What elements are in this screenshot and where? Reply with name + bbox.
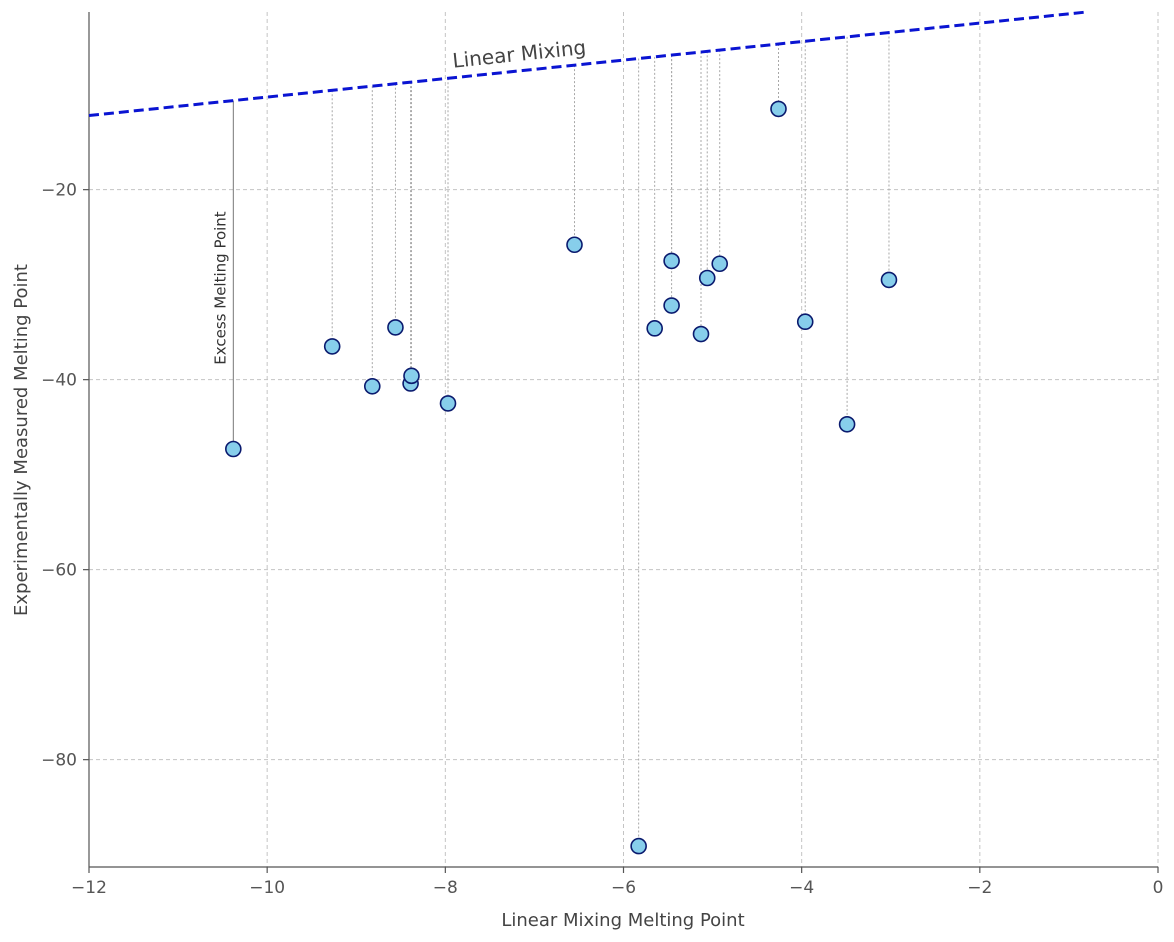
y-tick-label: −60 [41,561,77,581]
data-point [566,236,583,254]
x-axis-title: Linear Mixing Melting Point [501,910,744,931]
y-tick-labels: −20 −40 −60 −80 [41,181,89,771]
x-tick-label: −2 [967,878,992,898]
data-point [646,320,663,337]
data-point [880,271,898,289]
y-tick-label: −40 [41,371,77,391]
data-point [698,269,716,287]
data-point [838,415,856,433]
linear-mixing-line [88,10,1087,118]
y-axis-title: Experimentally Measured Melting Point [11,264,32,616]
data-point [323,338,341,355]
y-tick-label: −20 [41,181,77,201]
data-point [363,377,381,395]
data-point [387,319,404,336]
data-point [770,100,787,118]
data-point [225,440,242,458]
x-tick-label: −10 [249,878,285,898]
data-point [663,252,680,270]
data-point [711,255,729,273]
y-tick-label: −80 [41,751,77,771]
x-tick-label: −8 [433,878,458,898]
data-point [630,837,647,855]
data-points [225,100,898,855]
data-point [439,395,457,412]
excess-melting-point-label: Excess Melting Point [211,211,229,365]
x-tick-label: −6 [611,878,636,898]
x-tick-label: −12 [71,878,107,898]
data-point [663,297,680,314]
data-point [403,367,420,385]
excess-drop-lines [232,32,890,847]
x-tick-label: 0 [1153,878,1164,898]
data-point [692,325,710,343]
x-tick-labels: −12 −10 −8 −6 −4 −2 0 [71,867,1163,898]
x-tick-label: −4 [789,878,814,898]
grid-lines [89,12,1159,867]
data-point [796,313,814,331]
